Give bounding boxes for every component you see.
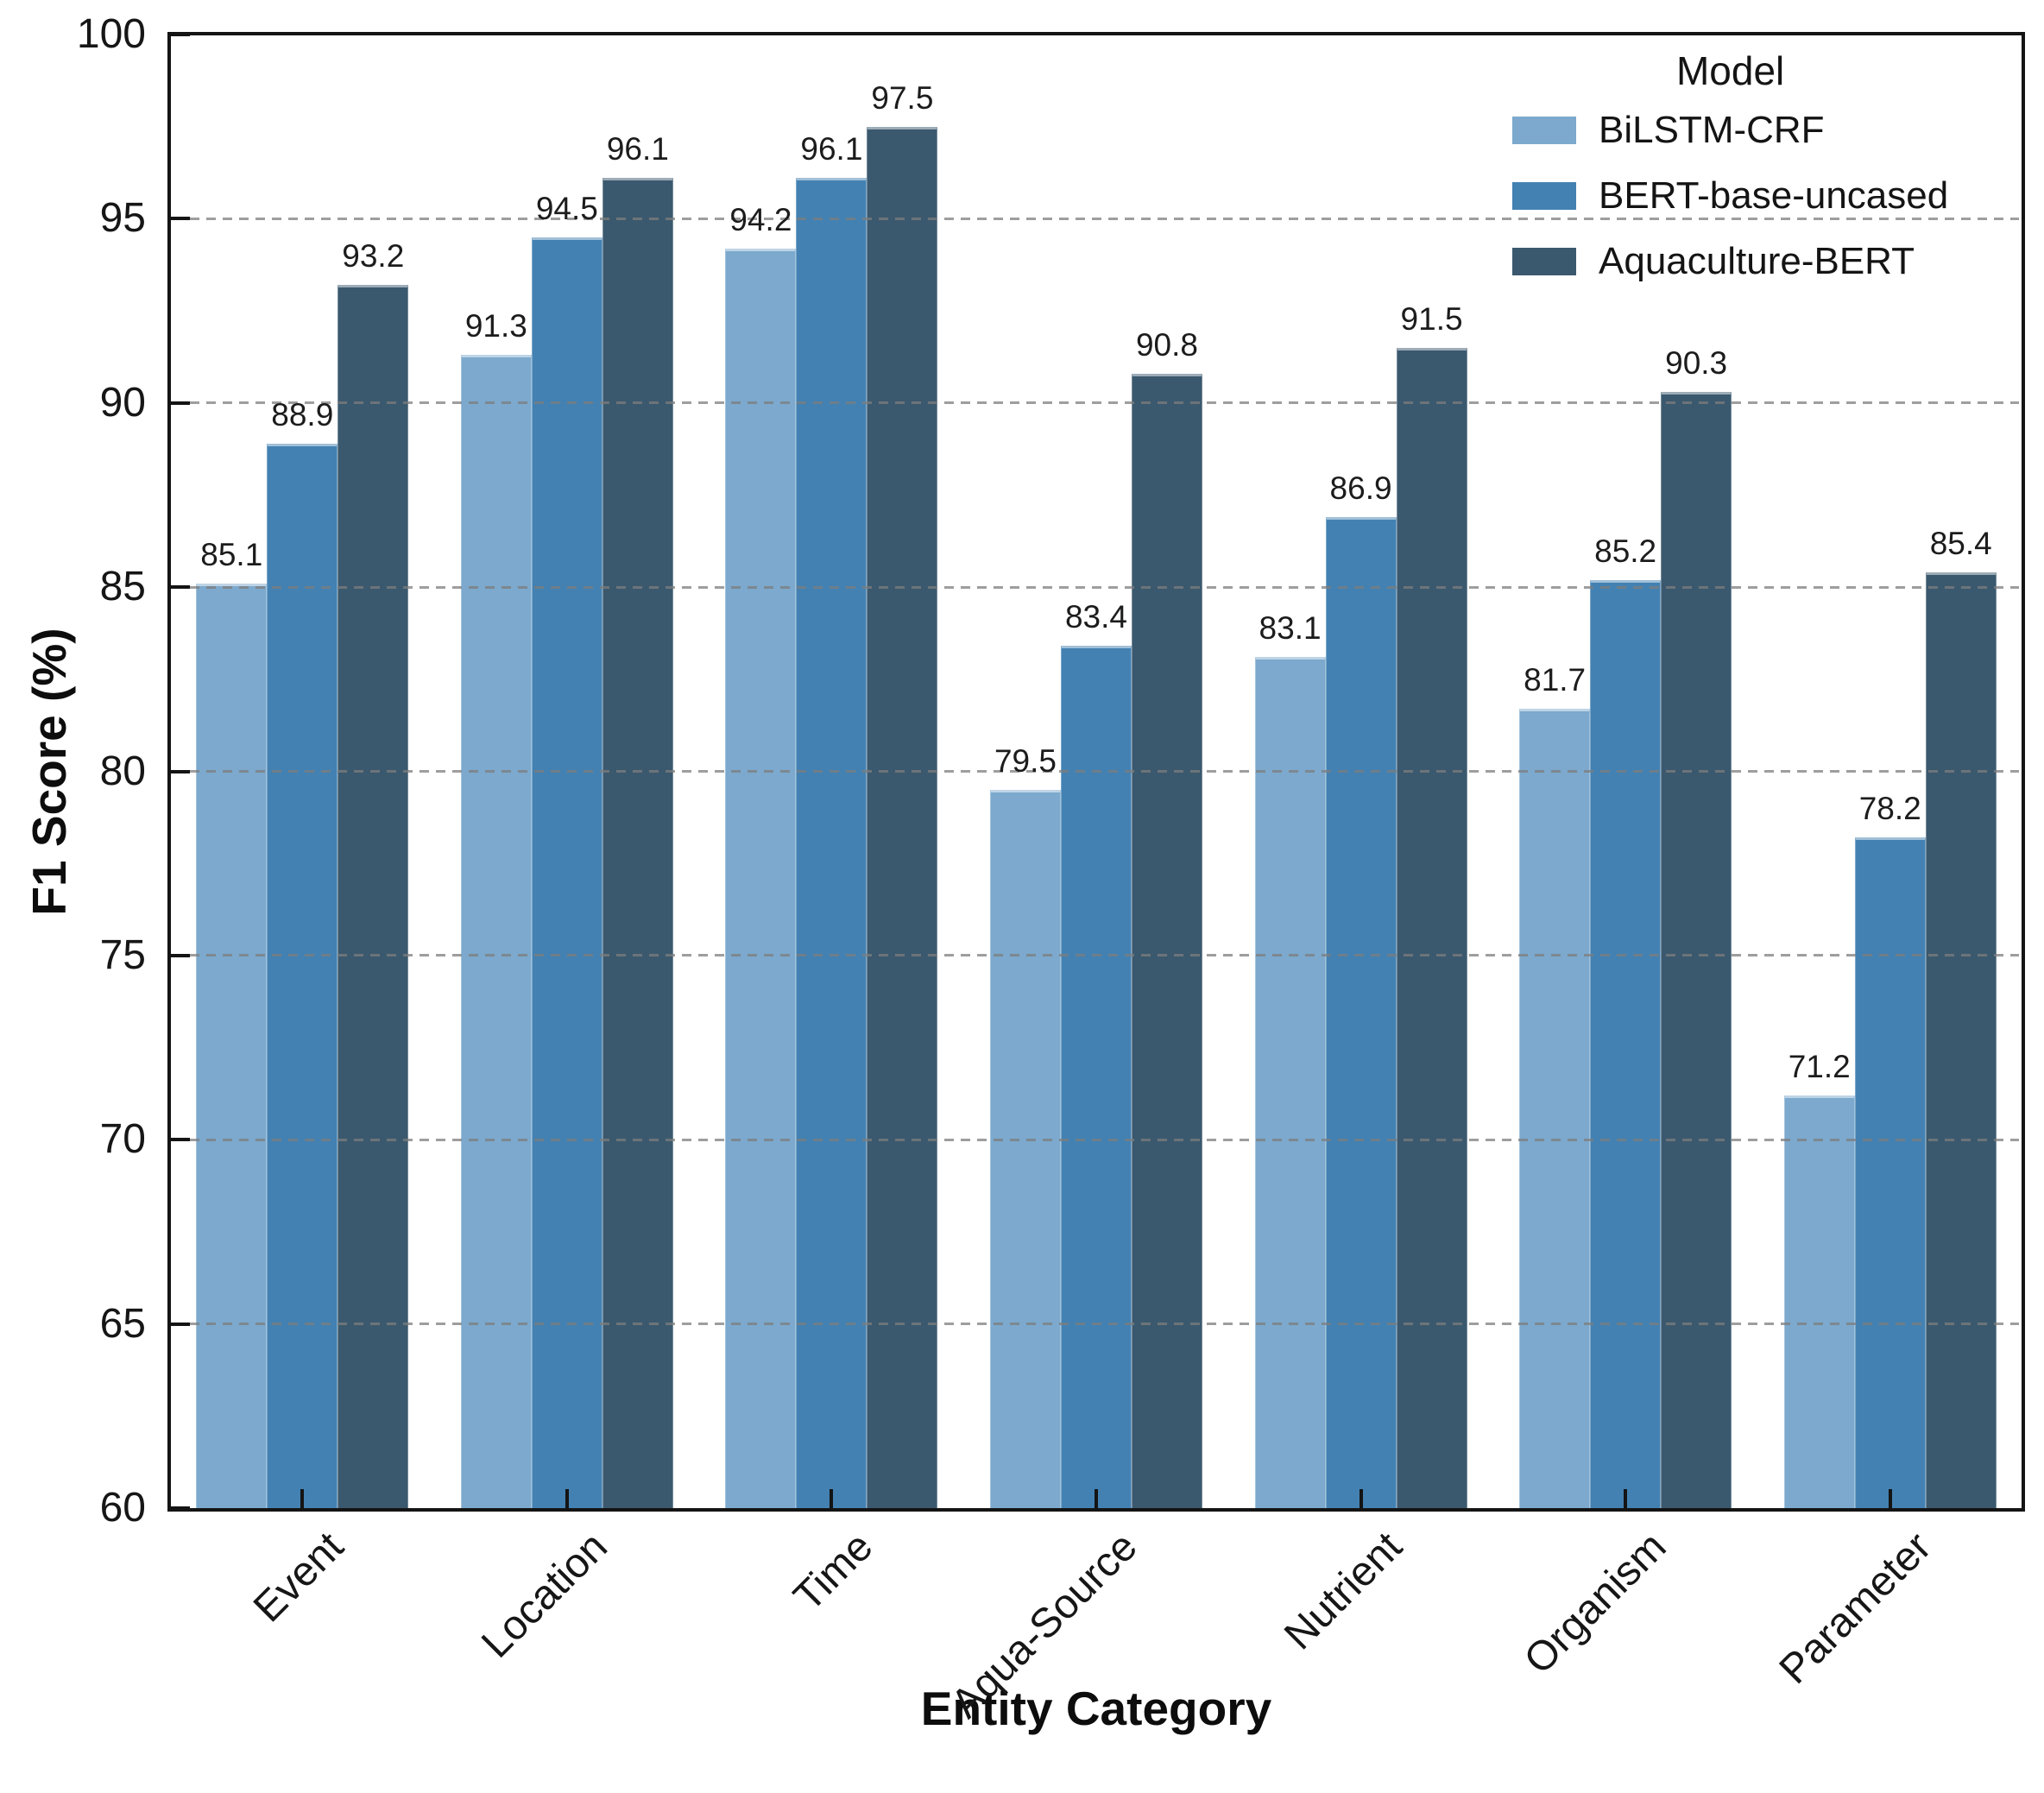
y-tick xyxy=(171,953,190,957)
gridline xyxy=(173,217,2019,220)
legend-swatch-aquaculture-bert xyxy=(1512,248,1576,275)
y-tick-label: 100 xyxy=(76,11,146,57)
gridline xyxy=(173,954,2019,957)
gridline xyxy=(173,585,2019,589)
legend-title: Model xyxy=(1675,48,1785,93)
legend-swatch-bilstm-crf xyxy=(1512,117,1576,144)
y-tick xyxy=(171,1322,190,1326)
y-tick xyxy=(171,1138,190,1142)
bar-BERT-base-uncased-Aqua-Source xyxy=(1061,646,1132,1508)
x-tick xyxy=(565,1489,569,1508)
legend-label: BERT-base-uncased xyxy=(1599,174,1949,217)
bar-BiLSTM-CRF-Event xyxy=(196,583,268,1508)
gridline xyxy=(173,1323,2019,1326)
y-tick xyxy=(171,401,190,405)
y-tick xyxy=(171,585,190,590)
bar-BiLSTM-CRF-Nutrient xyxy=(1254,657,1326,1508)
bar-BiLSTM-CRF-Aqua-Source xyxy=(990,789,1061,1508)
x-tick-label: Parameter xyxy=(1770,1524,1940,1693)
bar-value-label: 88.9 xyxy=(271,396,334,432)
x-tick xyxy=(1095,1489,1098,1508)
bar-Aquaculture-BERT-Parameter xyxy=(1925,572,1997,1508)
bar-value-label: 86.9 xyxy=(1329,470,1392,507)
bar-Aquaculture-BERT-Time xyxy=(867,126,938,1508)
bar-value-label: 90.8 xyxy=(1135,326,1198,363)
y-tick-label: 70 xyxy=(99,1116,146,1163)
x-axis-title: Entity Category xyxy=(920,1682,1272,1735)
legend-item: BERT-base-uncased xyxy=(1512,174,1948,218)
y-tick-label: 60 xyxy=(99,1485,146,1531)
bar-value-label: 83.1 xyxy=(1259,610,1322,647)
bar-Aquaculture-BERT-Event xyxy=(338,285,409,1508)
bar-value-label: 85.4 xyxy=(1929,526,1992,562)
x-tick-label: Organism xyxy=(1516,1524,1675,1683)
bar-BERT-base-uncased-Location xyxy=(531,237,602,1508)
y-tick xyxy=(171,1506,190,1510)
bar-value-label: 85.1 xyxy=(200,536,263,572)
gridline xyxy=(173,1138,2019,1141)
bar-Aquaculture-BERT-Organism xyxy=(1661,391,1732,1508)
bar-BiLSTM-CRF-Organism xyxy=(1519,708,1591,1508)
bar-value-label: 78.2 xyxy=(1858,791,1921,827)
bar-BERT-base-uncased-Time xyxy=(796,178,867,1508)
bar-value-label: 81.7 xyxy=(1524,661,1587,698)
gridline xyxy=(173,770,2019,773)
legend-label: BiLSTM-CRF xyxy=(1599,109,1825,151)
bar-BERT-base-uncased-Nutrient xyxy=(1325,517,1397,1508)
y-tick-label: 90 xyxy=(99,379,146,426)
bar-value-label: 90.3 xyxy=(1665,344,1728,381)
y-tick-label: 75 xyxy=(99,931,146,978)
bar-value-label: 96.1 xyxy=(606,131,669,167)
bar-Aquaculture-BERT-Nutrient xyxy=(1396,347,1467,1508)
y-tick xyxy=(171,769,190,773)
bar-value-label: 91.5 xyxy=(1400,300,1463,337)
bar-BiLSTM-CRF-Parameter xyxy=(1783,1095,1855,1508)
x-tick xyxy=(1624,1489,1628,1508)
bar-BERT-base-uncased-Organism xyxy=(1590,579,1662,1508)
x-tick-label: Location xyxy=(473,1524,617,1667)
bar-BERT-base-uncased-Parameter xyxy=(1854,837,1926,1508)
bar-value-label: 83.4 xyxy=(1064,599,1127,635)
legend-item: BiLSTM-CRF xyxy=(1512,109,1948,152)
legend-item: Aquaculture-BERT xyxy=(1512,240,1948,283)
bar-value-label: 93.2 xyxy=(342,238,405,275)
y-tick-label: 80 xyxy=(99,748,146,794)
bar-value-label: 91.3 xyxy=(464,308,527,344)
legend: Model BiLSTM-CRF BERT-base-uncased Aquac… xyxy=(1512,48,1948,306)
y-tick xyxy=(171,217,190,221)
bar-BiLSTM-CRF-Time xyxy=(725,248,797,1508)
bar-value-label: 94.5 xyxy=(535,190,598,226)
x-tick-label: Event xyxy=(244,1524,352,1632)
bar-BiLSTM-CRF-Location xyxy=(460,355,532,1508)
x-tick xyxy=(830,1489,834,1508)
y-tick xyxy=(171,33,190,36)
bar-value-label: 85.2 xyxy=(1594,533,1657,569)
bar-value-label: 94.2 xyxy=(729,201,792,237)
bar-Aquaculture-BERT-Location xyxy=(602,178,673,1508)
bar-BERT-base-uncased-Event xyxy=(267,443,338,1508)
x-tick-label: Nutrient xyxy=(1275,1524,1411,1659)
y-tick-label: 85 xyxy=(99,564,146,610)
x-tick-label: Time xyxy=(785,1524,881,1620)
x-tick xyxy=(1888,1489,1892,1508)
legend-swatch-bert-base-uncased xyxy=(1512,182,1576,210)
bar-value-label: 97.5 xyxy=(871,79,934,116)
bar-Aquaculture-BERT-Aqua-Source xyxy=(1132,373,1202,1508)
y-tick-label: 65 xyxy=(99,1300,146,1347)
bar-value-label: 96.1 xyxy=(800,131,863,167)
bar-value-label: 79.5 xyxy=(994,742,1057,779)
y-tick-label: 95 xyxy=(99,195,146,242)
x-tick xyxy=(1359,1489,1363,1508)
x-tick xyxy=(300,1489,305,1508)
bar-value-label: 71.2 xyxy=(1788,1049,1851,1085)
gridline xyxy=(173,401,2019,405)
legend-label: Aquaculture-BERT xyxy=(1599,240,1915,282)
